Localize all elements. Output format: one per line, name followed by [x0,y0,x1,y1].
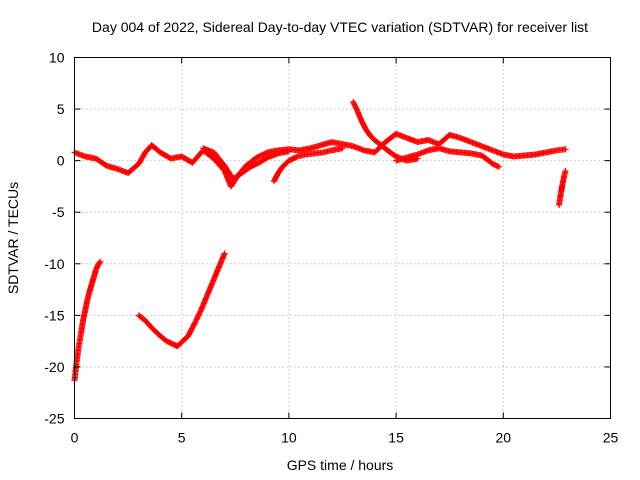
series-6 [71,258,104,384]
chart-title: Day 004 of 2022, Sidereal Day-to-day VTE… [92,19,588,35]
data-point-fill [179,334,191,345]
data-point-fill [271,171,281,184]
data-point-fill [561,169,569,177]
grid [74,57,611,419]
data-point-fill [231,170,244,182]
data-point [97,258,104,265]
data-point-fill [211,150,227,168]
data-point-fill [198,293,210,312]
data-point [562,146,569,153]
series-7 [135,250,228,350]
x-tick-label: 0 [71,430,79,446]
data-point [191,320,198,327]
y-tick-label: -5 [52,204,65,220]
data-point-fill [185,321,197,338]
data-point-fill [222,164,236,181]
data-point-fill [257,155,270,165]
data-point [253,154,260,161]
y-tick-label: 10 [49,50,65,66]
series-2 [200,145,292,183]
x-tick-label: 15 [388,430,404,446]
y-tick-label: -10 [44,256,64,272]
data-point-fill [479,153,495,166]
data-point-fill [255,150,270,160]
data-point-fill [490,161,501,170]
data-point-fill [372,137,384,148]
data-point-fill [78,318,86,336]
axis-ticks: 0 5 10 15 20 25 -25 -20 -15 -10 -5 0 5 10 [44,50,618,446]
data-point-fill [368,133,377,142]
data-point [339,145,346,152]
series-3 [270,145,346,185]
data-point-fill [211,262,223,281]
y-tick-label: -25 [44,411,64,427]
data-point-fill [94,156,109,168]
data-point-fill [164,338,175,347]
data-point-fill [385,148,399,159]
y-tick-label: -15 [44,307,64,323]
data-point-fill [244,155,259,168]
y-tick-label: 0 [57,153,65,169]
data-point-fill [363,127,373,138]
y-tick-label: -20 [44,359,64,375]
x-tick-label: 25 [603,430,619,446]
data-point-fill [379,143,390,153]
data-point-fill [175,340,184,349]
x-axis-label: GPS time / hours [287,457,394,473]
data-point-fill [136,313,148,323]
data-point-fill [190,148,206,165]
data-point-fill [71,360,80,382]
data-point [562,167,569,174]
x-tick-label: 10 [281,430,297,446]
data-point-fill [143,318,154,330]
data-point-fill [350,100,360,113]
data-point-fill [280,158,291,169]
y-axis-label: SDTVAR / TECUs [5,182,21,294]
series-5 [393,145,503,170]
data-point [285,148,292,155]
data-point-fill [126,161,141,176]
data-point-fill [95,259,103,267]
data-point-fill [93,263,101,272]
data-point-fill [76,332,84,348]
y-tick-label: 5 [57,101,65,117]
data-point-fill [204,277,217,297]
data-point-fill [171,341,180,349]
data-points [71,98,569,384]
data-point-fill [211,156,227,173]
data-point [496,163,503,170]
data-point-fill [149,325,163,338]
data-point-fill [136,150,148,166]
series-1 [71,130,569,190]
series-8 [556,167,569,208]
plot-frame [74,57,611,419]
data-point [350,98,357,105]
x-tick-label: 20 [496,430,512,446]
data-point-fill [275,164,285,175]
data-point-fill [158,333,169,344]
x-tick-label: 5 [178,430,186,446]
data-point-fill [73,344,82,364]
data-point [221,250,228,257]
data-point-fill [192,308,204,326]
data-point-fill [149,143,163,155]
data-point-fill [239,164,253,176]
data-point-fill [359,119,369,132]
